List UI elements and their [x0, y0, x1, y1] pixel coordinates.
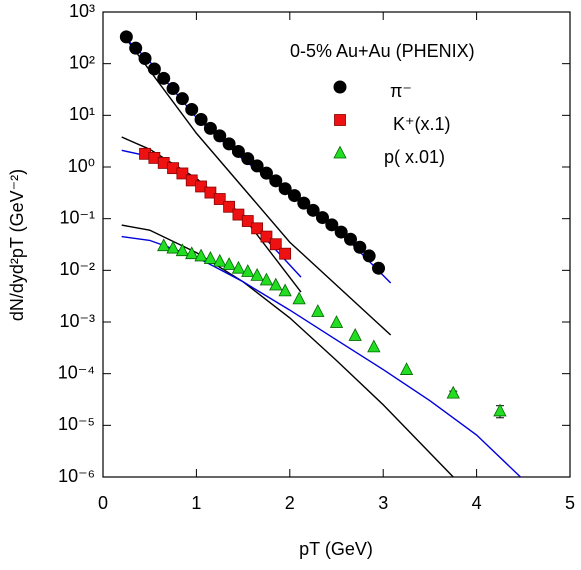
data-point: [175, 92, 189, 106]
legend-title: 0-5% Au+Au (PHENIX): [290, 41, 475, 61]
data-point: [129, 41, 143, 55]
data-point: [259, 166, 273, 180]
x-tick-label: 4: [472, 493, 482, 513]
x-tick-label: 0: [98, 493, 108, 513]
data-point: [372, 261, 386, 275]
data-point: [241, 152, 255, 166]
y-tick-label: 10³: [69, 1, 95, 21]
x-tick-label: 2: [285, 493, 295, 513]
data-point: [353, 240, 367, 254]
model-line: [121, 235, 521, 478]
data-point: [185, 174, 198, 187]
data-point: [241, 264, 255, 277]
data-point: [222, 137, 236, 151]
data-point: [175, 243, 190, 257]
data-point: [185, 102, 199, 116]
data-point: [306, 203, 320, 217]
data-point: [231, 260, 246, 274]
data-point: [138, 51, 152, 65]
data-point: [269, 238, 282, 251]
data-point: [250, 159, 264, 173]
plot-frame: [102, 11, 571, 478]
data-point: [194, 113, 208, 127]
data-point: [119, 30, 133, 44]
data-point: [222, 257, 236, 270]
x-axis-label: pT (GeV): [299, 539, 373, 559]
x-tick-label: 3: [378, 493, 388, 513]
data-point: [269, 174, 283, 188]
data-point: [213, 129, 227, 143]
y-tick-label: 10⁻²: [59, 259, 95, 279]
data-point: [287, 189, 301, 203]
data-point: [213, 253, 227, 267]
model-line: [125, 38, 392, 336]
data-point: [231, 144, 245, 158]
data-point: [279, 247, 292, 260]
x-tick-label: 5: [565, 493, 575, 513]
data-point: [195, 180, 207, 193]
data-point: [493, 403, 507, 417]
data-point: [223, 200, 235, 213]
data-point: [241, 215, 254, 227]
data-point: [292, 291, 306, 305]
data-point: [259, 272, 274, 286]
model-line: [121, 224, 454, 478]
data-point: [362, 249, 376, 263]
legend-label: p( x.01): [384, 147, 445, 167]
data-point: [344, 232, 358, 246]
data-point: [250, 267, 264, 281]
data-point: [204, 186, 217, 199]
data-point: [315, 211, 329, 225]
data-point: [311, 304, 325, 317]
data-point: [166, 240, 180, 254]
data-point: [399, 362, 414, 375]
data-point: [176, 167, 189, 180]
x-tick-label: 1: [191, 493, 201, 513]
data-point: [185, 246, 199, 260]
y-tick-label: 10⁻⁶: [58, 466, 95, 486]
y-tick-label: 10⁻⁵: [58, 414, 95, 434]
y-tick-label: 10⁻⁴: [58, 362, 95, 382]
y-tick-label: 10⁻³: [59, 311, 95, 331]
data-point: [157, 238, 171, 252]
data-point: [203, 121, 217, 135]
data-point: [203, 251, 218, 264]
legend-label: π⁻: [390, 81, 412, 101]
legend-marker: [333, 80, 347, 94]
data-point: [325, 218, 339, 232]
data-point: [367, 339, 381, 353]
data-point: [297, 196, 311, 210]
y-tick-label: 10¹: [69, 104, 95, 124]
data-point: [166, 82, 180, 96]
data-point: [232, 208, 245, 221]
y-tick-label: 10⁻¹: [59, 207, 95, 227]
data-point: [348, 328, 362, 341]
data-point: [157, 71, 171, 85]
legend-marker: [333, 145, 347, 159]
data-point: [446, 385, 460, 399]
data-point: [213, 193, 226, 205]
y-tick-label: 10²: [69, 52, 95, 72]
y-tick-label: 10⁰: [68, 156, 95, 176]
legend-marker: [334, 114, 346, 126]
data-point: [260, 230, 273, 243]
data-point: [251, 222, 264, 235]
data-point: [269, 277, 283, 291]
data-point: [147, 62, 161, 76]
data-point: [278, 283, 292, 297]
data-point: [194, 248, 208, 262]
y-axis-label: dN/dyd²pT (GeV⁻²): [7, 169, 27, 321]
data-point: [329, 315, 344, 328]
legend-label: K⁺(x.1): [393, 114, 451, 134]
data-point: [278, 182, 292, 196]
data-point: [334, 225, 348, 239]
